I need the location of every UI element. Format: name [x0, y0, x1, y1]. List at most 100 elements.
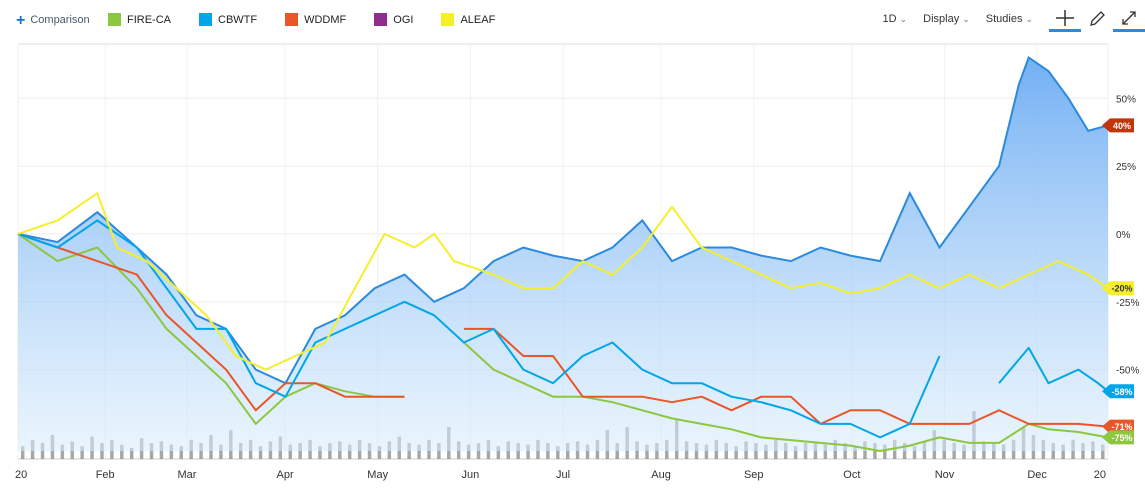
series-line-cbwtf [17, 219, 1109, 439]
volume-bar [288, 444, 292, 459]
comparison-area-line [17, 56, 1109, 385]
volume-bar [129, 447, 134, 459]
volume-bar [1061, 444, 1065, 459]
chevron-down-icon: ⌄ [899, 13, 908, 24]
volume-bar [556, 446, 560, 459]
pencil-icon [1090, 11, 1105, 26]
display-label: Display [923, 13, 960, 25]
legend-label: WDDMF [304, 13, 347, 26]
y-tick-label: 0% [1116, 230, 1131, 241]
chevron-down-icon: ⌄ [962, 13, 970, 24]
volume-bar [645, 444, 649, 459]
legend-swatch [108, 13, 121, 26]
comparison-label: Comparison [30, 14, 90, 26]
draw-button[interactable] [1081, 6, 1113, 32]
studies-dropdown[interactable]: Studies ⌄ [986, 13, 1033, 25]
right-toolbar: 1D ⌄ Display ⌄ Studies ⌄ [883, 6, 1145, 32]
legend-item-wddmf[interactable]: WDDMF [285, 13, 346, 26]
volume-bar [1101, 444, 1105, 459]
comparison-area-fill [18, 57, 1108, 451]
x-tick-label: Aug [651, 469, 671, 481]
interval-dropdown[interactable]: 1D ⌄ [883, 13, 908, 25]
volume-bar [179, 446, 183, 459]
interval-label: 1D [882, 13, 897, 25]
volume-bar [1001, 444, 1006, 459]
legend-label: CBWTF [218, 13, 258, 26]
volume-bar [962, 444, 966, 459]
y-tick-label: 50% [1116, 94, 1136, 105]
x-tick-label: 20 [15, 469, 27, 481]
legend-item-ogi[interactable]: OGI [374, 13, 413, 26]
legend-item-aleaf[interactable]: ALEAF [441, 13, 495, 26]
series-line-aleaf [17, 192, 1109, 371]
volume-bar [318, 446, 322, 459]
end-value-label: -58% [1111, 387, 1132, 397]
volume-bar [585, 444, 590, 459]
display-dropdown[interactable]: Display ⌄ [923, 13, 970, 25]
legend-label: FIRE-CA [127, 13, 171, 26]
x-tick-label: Jul [556, 469, 570, 481]
volume-bar [466, 444, 471, 459]
end-value-tag [1102, 384, 1134, 399]
volume-bar [60, 444, 65, 459]
end-value-label: -20% [1111, 284, 1132, 294]
y-tick-label: -25% [1116, 298, 1139, 309]
x-tick-label: Mar [177, 469, 196, 481]
volume-bar [20, 446, 25, 459]
legend-label: OGI [393, 13, 414, 26]
x-tick-label: Sep [744, 469, 764, 481]
volume-bar [377, 446, 382, 459]
x-tick-label: Apr [276, 469, 293, 481]
y-tick-label: 25% [1116, 162, 1136, 173]
volume-bar [80, 446, 84, 459]
legend-swatch [285, 13, 299, 26]
chart-toolbar: + Comparison FIRE-CA CBWTF WDDMF OGI ALEAF 1… [0, 0, 1145, 38]
x-tick-label: Feb [96, 469, 115, 481]
crosshair-button[interactable] [1049, 6, 1081, 32]
x-tick-label: Dec [1027, 469, 1047, 481]
crosshair-icon [1056, 9, 1074, 26]
volume-bar [169, 444, 174, 459]
volume-bar [347, 444, 352, 459]
x-tick-label: Jun [461, 469, 479, 481]
series-line-fire-ca [17, 233, 1109, 452]
volume-bar [823, 444, 828, 459]
volume-bar [734, 446, 738, 459]
chevron-down-icon: ⌄ [1025, 13, 1033, 24]
end-value-tag [1102, 430, 1134, 445]
volume-bar [120, 444, 124, 459]
comparison-button[interactable]: + Comparison [16, 11, 90, 29]
end-value-label: 40% [1113, 121, 1131, 131]
volume-bar [417, 444, 421, 459]
volume-bar [258, 446, 263, 459]
volume-bar [526, 444, 530, 459]
studies-label: Studies [985, 13, 1023, 25]
x-tick-label: 20 [1094, 469, 1106, 481]
end-value-label: -75% [1111, 433, 1132, 443]
volume-bar [793, 446, 798, 459]
x-tick-label: Oct [843, 469, 860, 481]
x-tick-label: Nov [935, 469, 955, 481]
plus-icon: + [16, 11, 26, 29]
end-value-tag [1102, 118, 1134, 133]
expand-icon [1122, 10, 1136, 25]
legend-item-cbwtf[interactable]: CBWTF [199, 13, 257, 26]
end-value-tag [1102, 419, 1134, 434]
legend-item-fire-ca[interactable]: FIRE-CA [108, 13, 171, 26]
legend-swatch [374, 13, 388, 26]
volume-bar [883, 444, 887, 459]
volume-bar [853, 446, 857, 459]
y-tick-label: -50% [1116, 366, 1139, 377]
x-tick-label: May [367, 469, 388, 481]
end-value-label: -71% [1111, 422, 1132, 432]
fullscreen-button[interactable] [1113, 6, 1145, 32]
volume-bar [912, 446, 917, 459]
end-value-tag [1102, 281, 1134, 296]
volume-bar [219, 444, 223, 459]
legend-swatch [441, 13, 455, 26]
legend: FIRE-CA CBWTF WDDMF OGI ALEAF [108, 13, 523, 26]
volume-bar [764, 444, 768, 459]
comparison-chart[interactable]: 50% 25% 0% -25% -50% 20 Feb Mar Apr May Jun Jul Aug S… [0, 38, 1145, 489]
legend-swatch [199, 13, 212, 26]
series-line-wddmf [17, 232, 1109, 428]
